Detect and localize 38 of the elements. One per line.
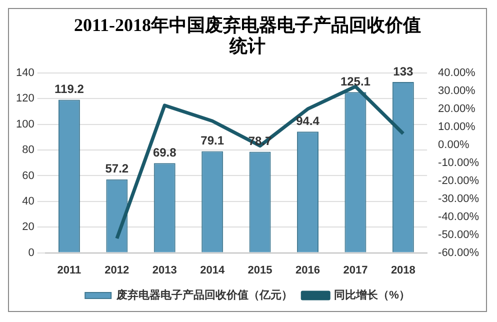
data-label: 57.2 [105, 162, 129, 176]
y2-tick-label: 30.00% [438, 85, 476, 98]
y2-tick-label: 10.00% [438, 120, 476, 133]
y-tick-label: 80 [22, 144, 34, 156]
x-tick-label: 2015 [248, 264, 272, 276]
legend-label: 废弃电器电子产品回收价值（亿元） [116, 288, 293, 302]
y2-tick-label: -50.00% [438, 228, 480, 241]
y-tick-label: 100 [16, 118, 34, 130]
data-label: 79.1 [200, 134, 224, 148]
y2-tick-label: -40.00% [438, 210, 480, 223]
x-tick-label: 2014 [200, 264, 226, 276]
y2-tick-label: -10.00% [438, 156, 480, 169]
y-tick-label: 140 [16, 67, 34, 80]
legend-label: 同比增长（%） [334, 288, 410, 302]
y-tick-label: 40 [22, 195, 34, 208]
y2-tick-label: 0.00% [438, 138, 470, 151]
x-tick-label: 2013 [152, 264, 177, 276]
y2-tick-label: -30.00% [438, 192, 480, 205]
chart-title: 2011-2018年中国废弃电器电子产品回收价值统计 [72, 14, 422, 57]
data-label: 78.7 [248, 134, 272, 148]
y-tick-label: 120 [16, 92, 34, 105]
data-label: 133 [393, 64, 414, 78]
y-tick-label: 20 [22, 221, 34, 234]
y-tick-label: 60 [22, 170, 34, 182]
x-tick-label: 2012 [104, 264, 130, 276]
y2-tick-label: 40.00% [438, 67, 476, 80]
data-label: 69.8 [152, 145, 177, 160]
y2-tick-label: 20.00% [438, 102, 476, 115]
x-tick-label: 2017 [343, 264, 368, 276]
y2-tick-label: -20.00% [438, 174, 480, 187]
x-tick-label: 2018 [390, 264, 416, 276]
x-tick-label: 2016 [296, 264, 320, 276]
x-tick-label: 2011 [57, 264, 82, 276]
y2-tick-label: -60.00% [438, 246, 480, 259]
data-label: 125.1 [340, 74, 371, 88]
data-label: 94.4 [296, 114, 320, 128]
data-label: 119.2 [54, 82, 84, 96]
y-tick-label: 0 [28, 246, 34, 259]
